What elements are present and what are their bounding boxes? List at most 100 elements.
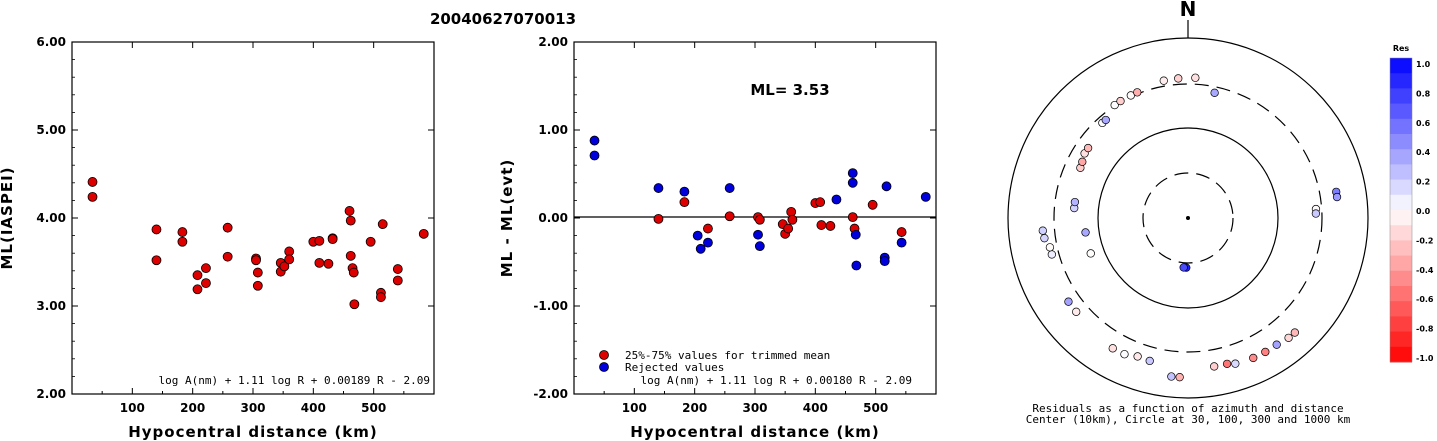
colorbar-cell <box>1390 58 1412 74</box>
station-residual-point <box>1110 100 1119 110</box>
colorbar-cell <box>1390 103 1412 120</box>
data-point <box>392 264 403 274</box>
data-point <box>703 237 713 248</box>
data-point <box>653 213 664 224</box>
station-residual-point <box>1191 73 1200 82</box>
data-point <box>345 250 356 261</box>
data-point <box>279 261 290 272</box>
station-residual-point <box>1108 344 1117 353</box>
data-point <box>365 236 376 247</box>
data-point <box>344 206 355 216</box>
data-point <box>679 197 690 208</box>
y-tick-label: 2.00 <box>36 387 66 401</box>
colorbar-tick-label: 0.8 <box>1416 89 1431 98</box>
data-point <box>418 228 429 239</box>
colorbar-tick-label: 1.0 <box>1416 60 1431 69</box>
residual-distance-plot: 100 200 300 400 500 -2.00 -1.00 0.00 1.00 2.00 ML… <box>498 35 937 441</box>
station-residual-point <box>1311 209 1321 218</box>
colorbar-cell <box>1390 73 1412 89</box>
plot1-ylabel: ML(IASPEI) <box>0 166 16 269</box>
colorbar-tick-label: 0.0 <box>1416 207 1431 216</box>
colorbar-cell <box>1390 331 1412 348</box>
legend-marker-rejected <box>599 362 609 372</box>
data-point <box>392 275 403 286</box>
colorbar-cell <box>1390 255 1412 272</box>
y-tick-label: 6.00 <box>36 35 66 49</box>
data-point <box>87 191 98 202</box>
data-point <box>284 254 295 265</box>
colorbar-cell <box>1390 316 1412 333</box>
data-point <box>192 270 203 281</box>
data-point <box>847 168 858 179</box>
ml-value: ML= 3.53 <box>750 81 829 99</box>
data-point <box>850 229 861 240</box>
data-point <box>222 251 233 262</box>
colorbar-cell <box>1390 194 1412 211</box>
station-residual-point <box>1101 115 1110 125</box>
data-point <box>724 211 735 222</box>
data-point <box>816 220 827 230</box>
plot2-ticks: 100 200 300 400 500 -2.00 -1.00 0.00 1.00 2.00 <box>533 35 936 415</box>
colorbar-frame <box>1389 57 1413 363</box>
y-tick-label: -1.00 <box>533 299 568 313</box>
station-residual-point <box>1179 263 1188 272</box>
data-point <box>692 230 703 241</box>
station-residual-point <box>1133 352 1142 361</box>
x-tick-label: 500 <box>361 401 386 415</box>
data-point <box>314 235 325 246</box>
polar-caption-1: Residuals as a function of azimuth and d… <box>1032 402 1343 415</box>
station-residual-point <box>1284 333 1293 343</box>
data-point <box>377 219 388 230</box>
ring-100km <box>1097 127 1279 309</box>
data-point <box>847 177 858 188</box>
data-point <box>786 206 797 217</box>
data-point <box>177 236 188 247</box>
y-tick-label: 0.00 <box>538 211 568 225</box>
data-point <box>589 150 600 161</box>
plot1-ticks: 100 200 300 400 500 2.00 3.00 4.00 5.00 6.00 <box>36 35 434 415</box>
colorbar-cell <box>1390 149 1412 165</box>
station-residual-point <box>1120 350 1129 359</box>
polar-caption-2: Center (10km), Circle at 30, 100, 300 an… <box>1026 413 1351 426</box>
station-residual-point <box>1272 340 1281 349</box>
residual-colorbar: Res 1.0 0.8 0.6 0.4 0.2 0.0 -0.2 -0.4 -0.6 -0.8 -1… <box>1389 44 1434 363</box>
colorbar-tick-label: 0.2 <box>1416 178 1430 187</box>
station-residual-point <box>1210 88 1219 97</box>
data-point <box>252 280 263 291</box>
data-point <box>87 177 98 187</box>
plot2-xlabel: Hypocentral distance (km) <box>630 423 880 441</box>
data-point <box>896 237 907 248</box>
center-dot <box>1186 216 1190 220</box>
data-point <box>754 214 765 225</box>
y-tick-label: 5.00 <box>36 123 66 137</box>
colorbar-cell <box>1390 88 1412 105</box>
station-residual-point <box>1133 88 1142 97</box>
data-point <box>348 267 359 278</box>
data-point <box>192 284 203 295</box>
data-point <box>589 135 600 146</box>
colorbar-cell <box>1390 164 1412 181</box>
y-tick-label: 4.00 <box>36 211 66 225</box>
data-point <box>695 243 706 254</box>
data-point <box>879 256 890 267</box>
colorbar-tick-label: -0.2 <box>1416 236 1434 245</box>
x-tick-label: 400 <box>301 401 326 415</box>
x-tick-label: 200 <box>180 401 205 415</box>
station-residual-point <box>1038 226 1047 235</box>
data-point <box>327 234 338 245</box>
data-point <box>847 212 858 223</box>
station-residual-point <box>1159 76 1168 85</box>
colorbar-cell <box>1390 286 1412 302</box>
data-point <box>815 197 826 208</box>
station-residual-point <box>1086 249 1095 258</box>
data-point <box>920 191 931 202</box>
data-point <box>724 183 735 193</box>
colorbar-ticks: 1.0 0.8 0.6 0.4 0.2 0.0 -0.2 -0.4 -0.6 -0.8 -1.0 <box>1416 60 1434 363</box>
legend-marker-trimmed <box>599 350 609 360</box>
colorbar-cell <box>1390 134 1412 150</box>
data-point <box>376 292 386 303</box>
y-tick-label: 3.00 <box>36 299 66 313</box>
station-residual-point <box>1167 372 1176 381</box>
data-point <box>825 221 836 231</box>
colorbar-title: Res <box>1393 44 1410 53</box>
